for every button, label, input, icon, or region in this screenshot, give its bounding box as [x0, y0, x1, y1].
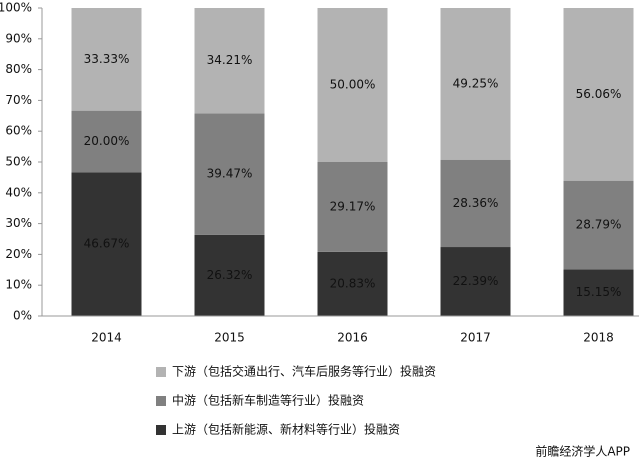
value-label: 29.17%: [330, 199, 376, 213]
x-tick-label: 2015: [214, 331, 245, 345]
value-label: 33.33%: [84, 52, 130, 66]
legend-label: 下游（包括交通出行、汽车后服务等行业）投融资: [172, 364, 436, 379]
bar-segment: [71, 8, 142, 111]
bar-segment: [563, 180, 634, 270]
bar-segment: [563, 8, 634, 181]
value-label: 15.15%: [576, 285, 622, 299]
bar-segment: [194, 113, 265, 235]
y-tick-label: 70%: [5, 93, 32, 107]
bar-segment: [194, 8, 265, 114]
bar-segment: [71, 110, 142, 173]
legend-label: 上游（包括新能源、新材料等行业）投融资: [172, 422, 400, 437]
bar-segment: [440, 247, 511, 316]
value-label: 26.32%: [207, 268, 253, 282]
legend-swatch: [156, 367, 166, 377]
value-label: 49.25%: [453, 76, 499, 90]
value-label: 39.47%: [207, 167, 253, 181]
x-tick-label: 2018: [583, 331, 614, 345]
legend-swatch: [156, 396, 166, 406]
value-label: 20.00%: [84, 134, 130, 148]
value-label: 56.06%: [576, 87, 622, 101]
y-tick-label: 60%: [5, 124, 32, 138]
legend-swatch: [156, 425, 166, 435]
bar-segment: [194, 234, 265, 316]
bar-segment: [440, 159, 511, 248]
y-tick-label: 80%: [5, 62, 32, 76]
bar-segment: [317, 251, 388, 316]
bar-segment: [563, 269, 634, 316]
y-tick-label: 10%: [5, 278, 32, 292]
bar-segment: [440, 8, 511, 160]
y-tick-label: 30%: [5, 216, 32, 230]
value-label: 22.39%: [453, 274, 499, 288]
y-tick-label: 90%: [5, 31, 32, 45]
value-label: 28.79%: [576, 218, 622, 232]
y-tick-label: 0%: [13, 309, 32, 323]
bar-segment: [71, 172, 142, 316]
bar-segment: [317, 162, 388, 252]
legend-label: 中游（包括新车制造等行业）投融资: [172, 393, 364, 408]
value-label: 34.21%: [207, 53, 253, 67]
y-tick-label: 20%: [5, 247, 32, 261]
bar-segment: [317, 8, 388, 162]
source: 前瞻经济学人APP: [535, 444, 630, 459]
x-tick-label: 2016: [337, 331, 368, 345]
y-tick-label: 40%: [5, 185, 32, 199]
y-tick-label: 50%: [5, 155, 32, 169]
x-tick-label: 2014: [91, 331, 122, 345]
value-label: 46.67%: [84, 237, 130, 251]
x-tick-label: 2017: [460, 331, 491, 345]
value-label: 20.83%: [330, 276, 376, 290]
value-label: 28.36%: [453, 196, 499, 210]
value-label: 50.00%: [330, 78, 376, 92]
y-tick-label: 100%: [0, 1, 32, 15]
